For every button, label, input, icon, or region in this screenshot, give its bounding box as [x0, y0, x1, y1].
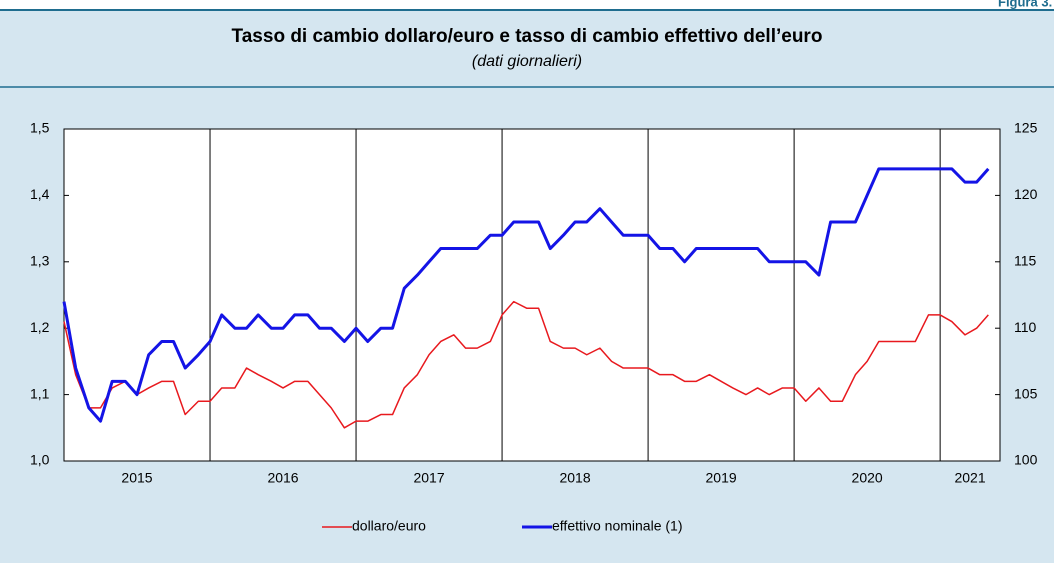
x-tick-label: 2019: [706, 470, 737, 486]
y-tick-label: 1,2: [30, 319, 50, 335]
y-tick-label: 1,5: [30, 120, 50, 136]
y2-tick-label: 100: [1014, 452, 1038, 468]
y-tick-label: 1,0: [30, 452, 50, 468]
x-tick-label: 2017: [413, 470, 444, 486]
y2-tick-label: 120: [1014, 186, 1038, 202]
y-tick-label: 1,1: [30, 385, 50, 401]
plot-area: [63, 128, 1001, 462]
y2-tick-label: 105: [1014, 385, 1038, 401]
x-tick-label: 2018: [559, 470, 590, 486]
chart-title: Tasso di cambio dollaro/euro e tasso di …: [232, 26, 823, 47]
y2-tick-label: 110: [1014, 319, 1037, 335]
x-tick-label: 2015: [121, 470, 152, 486]
legend-label: dollaro/euro: [352, 518, 426, 534]
x-tick-label: 2021: [954, 470, 985, 486]
figure-label: Figura 3.: [998, 0, 1052, 9]
x-tick-label: 2020: [852, 470, 883, 486]
series-line: [62, 167, 990, 423]
chart-subtitle: (dati giornalieri): [472, 53, 582, 70]
x-tick-label: 2016: [267, 470, 298, 486]
legend-label: effettivo nominale (1): [552, 518, 682, 534]
series-line: [63, 300, 989, 429]
y-tick-label: 1,3: [30, 253, 50, 269]
y-tick-label: 1,4: [30, 186, 50, 202]
y2-tick-label: 125: [1014, 120, 1038, 136]
y2-tick-label: 115: [1014, 253, 1037, 269]
